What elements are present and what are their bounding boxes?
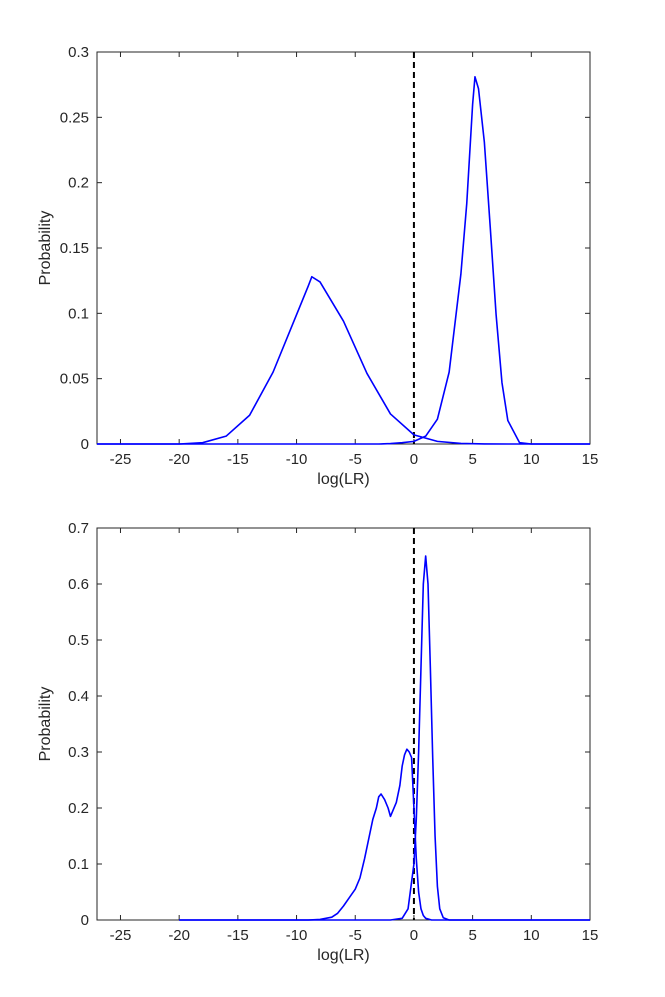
x-tick-label: -20 — [168, 451, 190, 468]
x-tick-label: -10 — [286, 451, 308, 468]
series-line-2 — [97, 76, 590, 445]
y-tick-label: 0.2 — [68, 800, 89, 817]
x-tick-label: 0 — [410, 927, 418, 944]
x-tick-label: 10 — [523, 451, 540, 468]
x-tick-label: -5 — [349, 927, 362, 944]
x-tick-label: 5 — [468, 451, 476, 468]
x-tick-label: -25 — [110, 451, 132, 468]
chart-top: -25 -20 -15 -10 -5 0 5 10 15 0 0.05 0.1 0.15 0.2 0.25 0… — [37, 44, 598, 488]
x-tick-label: 10 — [523, 927, 540, 944]
x-tick-label: -15 — [227, 927, 249, 944]
y-tick-label: 0.3 — [68, 744, 89, 761]
x-axis-label: log(LR) — [317, 947, 369, 964]
y-tick-label: 0.15 — [60, 240, 89, 257]
axes-box — [96, 527, 591, 921]
y-tick-label: 0.5 — [68, 632, 89, 649]
y-tick-label: 0.1 — [68, 305, 89, 322]
x-tick-label: -5 — [349, 451, 362, 468]
x-axis-label: log(LR) — [317, 471, 369, 488]
y-axis-label: Probability — [37, 687, 54, 762]
axes-box — [96, 51, 591, 445]
y-tick-label: 0.2 — [68, 175, 89, 192]
y-tick-label: 0.3 — [68, 44, 89, 61]
y-tick-label: 0.05 — [60, 371, 89, 388]
x-tick-label: 0 — [410, 451, 418, 468]
y-tick-label: 0.6 — [68, 576, 89, 593]
chart-bottom: -25 -20 -15 -10 -5 0 5 10 15 0 0.1 0.2 0.3 0.4 0.5 0.6 0… — [37, 520, 598, 964]
x-tick-label: -25 — [110, 927, 132, 944]
y-tick-label: 0 — [81, 912, 89, 929]
y-tick-label: 0.7 — [68, 520, 89, 537]
x-tick-label: 15 — [582, 927, 599, 944]
x-tick-label: -10 — [286, 927, 308, 944]
series-line-1 — [97, 275, 590, 445]
y-tick-label: 0.25 — [60, 109, 89, 126]
y-tick-label: 0.4 — [68, 688, 89, 705]
x-tick-label: -20 — [168, 927, 190, 944]
x-tick-label: 5 — [468, 927, 476, 944]
x-tick-label: 15 — [582, 451, 599, 468]
series-line-2 — [179, 555, 590, 921]
x-tick-label: -15 — [227, 451, 249, 468]
y-tick-label: 0 — [81, 436, 89, 453]
series-line-1 — [179, 748, 590, 921]
y-tick-label: 0.1 — [68, 856, 89, 873]
y-axis-label: Probability — [37, 211, 54, 286]
